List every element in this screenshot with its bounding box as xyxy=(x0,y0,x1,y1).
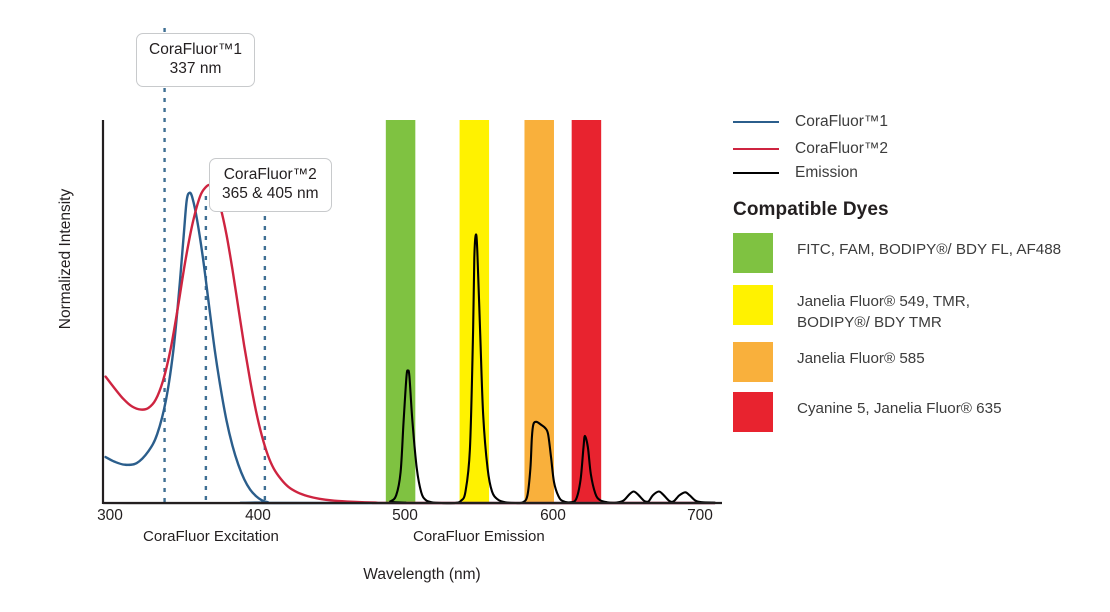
legend-line-swatch-corafluor1 xyxy=(733,121,779,123)
legend-item-corafluor1: CoraFluor™1 xyxy=(733,112,888,132)
xtick-300: 300 xyxy=(97,507,123,524)
chart-plot-area: CoraFluor™1 337 nm CoraFluor™2 365 & 405… xyxy=(57,28,722,583)
callout-corafluor2-line1: CoraFluor™2 xyxy=(223,166,317,183)
callout-corafluor1-line1: CoraFluor™1 xyxy=(149,41,243,58)
compatible-dyes-heading: Compatible Dyes xyxy=(733,199,889,220)
callout-corafluor2-line2: 365 & 405 nm xyxy=(222,185,319,203)
callout-corafluor1: CoraFluor™1 337 nm xyxy=(136,33,256,87)
dye-item-cyanine5: Cyanine 5, Janelia Fluor® 635 xyxy=(733,392,1002,432)
xtick-500: 500 xyxy=(392,507,418,524)
dye-item-janelia585: Janelia Fluor® 585 xyxy=(733,342,925,382)
legend-line-swatch-emission xyxy=(733,172,779,174)
callout-corafluor1-line2: 337 nm xyxy=(169,60,222,78)
callout-corafluor2: CoraFluor™2 365 & 405 nm xyxy=(209,158,332,212)
dye-item-janelia549: Janelia Fluor® 549, TMR, BODIPY®/ BDY TM… xyxy=(733,285,970,334)
legend-label-corafluor1: CoraFluor™1 xyxy=(795,113,889,130)
dye-label-janelia549: Janelia Fluor® 549, TMR, BODIPY®/ BDY TM… xyxy=(797,293,970,331)
dye-label-janelia585: Janelia Fluor® 585 xyxy=(797,350,925,367)
chart-side-panel: CoraFluor™1 CoraFluor™2 Emission Compati… xyxy=(730,0,1110,612)
xtick-600: 600 xyxy=(540,507,566,524)
legend-item-corafluor2: CoraFluor™2 xyxy=(733,139,888,159)
legend-line-swatch-corafluor2 xyxy=(733,148,779,150)
dye-color-swatch-red xyxy=(733,392,773,432)
spectra-svg xyxy=(101,28,722,505)
xtick-700: 700 xyxy=(687,507,713,524)
dye-item-fitc: FITC, FAM, BODIPY®/ BDY FL, AF488 xyxy=(733,233,1061,273)
legend-label-emission: Emission xyxy=(795,164,858,181)
dye-label-cyanine5: Cyanine 5, Janelia Fluor® 635 xyxy=(797,400,1002,417)
dye-label-fitc: FITC, FAM, BODIPY®/ BDY FL, AF488 xyxy=(797,241,1062,258)
axis-section-emission: CoraFluor Emission xyxy=(413,528,545,545)
legend-label-corafluor2: CoraFluor™2 xyxy=(795,140,889,157)
y-axis-title: Normalized Intensity xyxy=(57,188,74,330)
dye-color-swatch-yellow xyxy=(733,285,773,325)
dye-color-swatch-green xyxy=(733,233,773,273)
xtick-400: 400 xyxy=(245,507,271,524)
legend-item-emission: Emission xyxy=(733,163,858,183)
x-axis-title: Wavelength (nm) xyxy=(363,566,481,583)
axis-section-excitation: CoraFluor Excitation xyxy=(143,528,279,545)
dye-color-swatch-orange xyxy=(733,342,773,382)
